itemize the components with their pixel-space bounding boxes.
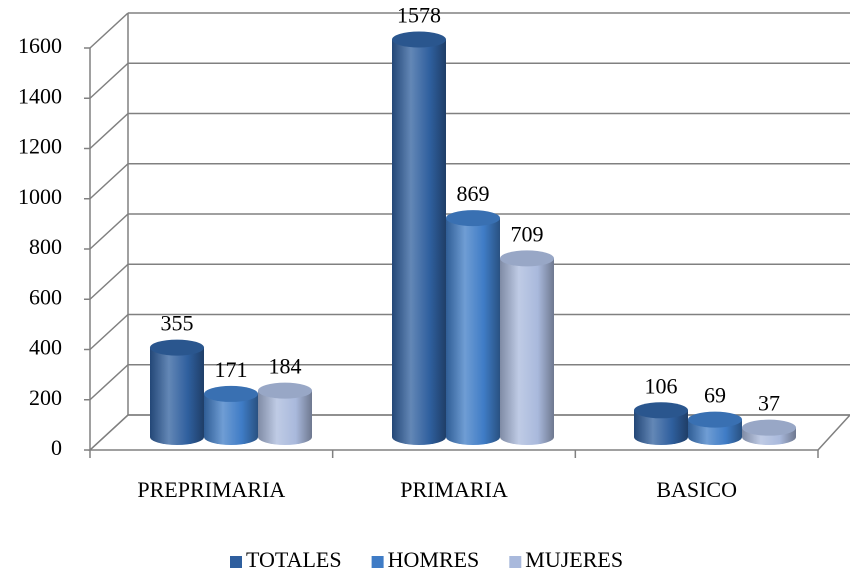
- legend-swatch: [371, 556, 384, 568]
- bar-top: [392, 31, 446, 48]
- grid-line: [89, 62, 129, 99]
- bar: [742, 419, 796, 445]
- y-tick-label: 200: [29, 385, 62, 410]
- x-tick-label: BASICO: [656, 477, 737, 502]
- y-tick-label: 1200: [18, 134, 62, 159]
- bar-body: [150, 347, 204, 445]
- bar: [634, 402, 688, 445]
- y-tick-label: 0: [51, 435, 62, 460]
- bar: [688, 411, 742, 445]
- bar-top: [204, 385, 258, 402]
- legend-label: HOMRES: [388, 547, 480, 572]
- bar: [258, 382, 312, 445]
- y-tick-label: 600: [29, 284, 62, 309]
- data-label: 355: [161, 311, 194, 336]
- grid-line: [89, 213, 129, 250]
- bar-body: [634, 410, 688, 445]
- bar-top: [500, 250, 554, 267]
- bar-top: [446, 210, 500, 227]
- grid-line: [89, 414, 129, 451]
- y-tick-label: 400: [29, 335, 62, 360]
- x-tick-label: PRIMARIA: [400, 477, 508, 502]
- data-label: 69: [704, 383, 726, 408]
- data-label: 1578: [397, 3, 441, 28]
- bar-body: [446, 218, 500, 445]
- bar-top: [150, 339, 204, 356]
- grid-line: [89, 163, 129, 200]
- y-tick-label: 800: [29, 234, 62, 259]
- y-tick-label: 1400: [18, 83, 62, 108]
- y-tick-label: 1600: [18, 33, 62, 58]
- data-label: 869: [457, 181, 490, 206]
- bar: [446, 210, 500, 445]
- legend-swatch: [509, 556, 522, 568]
- grid-line: [89, 12, 129, 49]
- bar-top: [258, 382, 312, 399]
- grid-line: [89, 313, 129, 351]
- data-label: 709: [511, 221, 544, 246]
- x-tick-label: PREPRIMARIA: [137, 477, 285, 502]
- bar-top: [634, 402, 688, 419]
- bar-top: [688, 411, 742, 428]
- bar: [150, 339, 204, 445]
- data-label: 37: [758, 391, 780, 416]
- grid-line: [89, 263, 129, 300]
- bar-body: [500, 258, 554, 445]
- data-label: 171: [215, 357, 248, 382]
- bar-body: [392, 39, 446, 445]
- grid-line: [89, 364, 129, 401]
- legend-label: TOTALES: [246, 547, 342, 572]
- bar: [204, 385, 258, 445]
- bar-body: [258, 390, 312, 445]
- y-tick-label: 1000: [18, 184, 62, 209]
- bar-body: [204, 393, 258, 445]
- grid-line: [89, 112, 129, 150]
- bar: [500, 250, 554, 445]
- legend-swatch: [230, 556, 242, 568]
- legend-label: MUJERES: [525, 547, 623, 572]
- data-label: 184: [269, 354, 302, 379]
- bar: [392, 31, 446, 445]
- data-label: 106: [645, 373, 678, 398]
- bar-top: [742, 419, 796, 436]
